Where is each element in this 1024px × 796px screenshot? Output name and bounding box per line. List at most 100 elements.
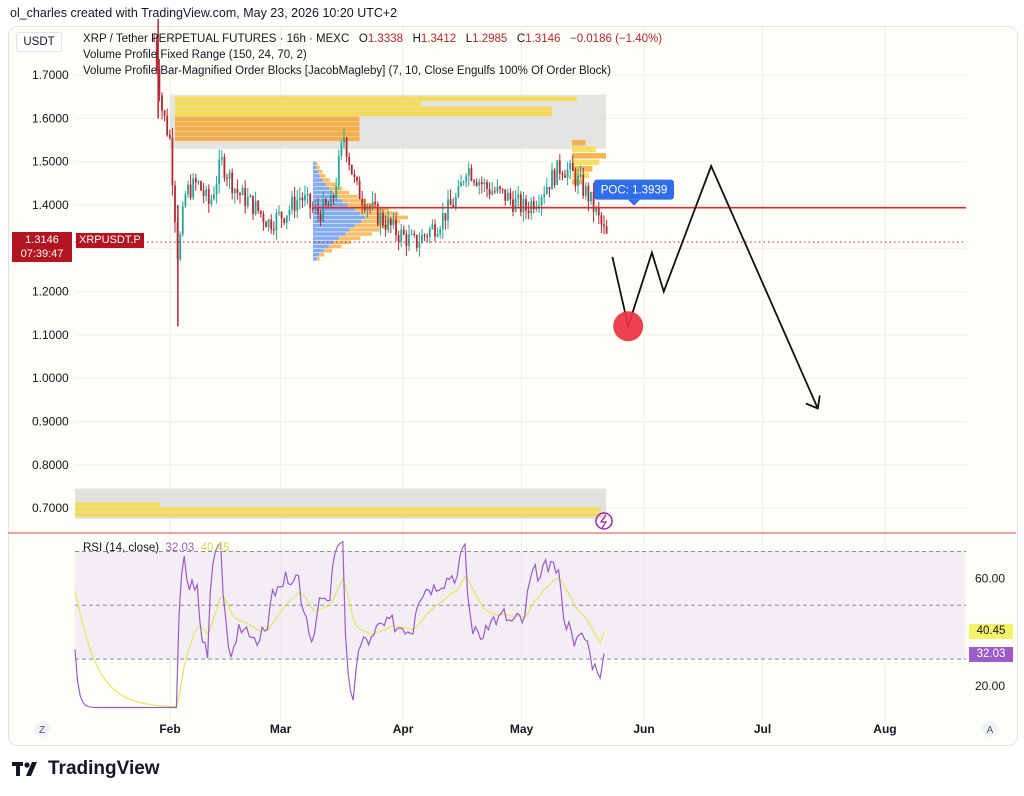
candle-body: [181, 206, 184, 235]
candle-body: [376, 203, 379, 225]
volume-profile-up-bar: [313, 178, 323, 182]
candle-body: [192, 178, 195, 198]
candle-body: [259, 210, 262, 214]
tradingview-brand[interactable]: TradingView: [12, 758, 160, 780]
volume-profile-up-bar: [313, 252, 320, 257]
timezone-badge-bg: [34, 721, 50, 737]
poc-label: POC: 1.3939: [601, 185, 667, 197]
volume-profile-up-bar: [313, 244, 329, 249]
rsi-line: [74, 540, 605, 709]
candle-body: [452, 205, 455, 208]
candle-body: [210, 199, 213, 204]
volume-profile-up-bar: [313, 186, 330, 191]
volume-profile-down-bar: [345, 232, 372, 236]
candle-body: [265, 222, 267, 228]
candle-body: [574, 171, 577, 187]
volume-profile-down-bar: [323, 248, 332, 253]
candle-body: [525, 199, 527, 211]
candle-body: [252, 195, 254, 215]
candle-body: [241, 187, 244, 196]
secondary-profile-bar: [572, 146, 596, 153]
poc-line-group: POC: 1.3939: [75, 179, 966, 243]
candle-body: [405, 234, 408, 247]
candle-body: [361, 198, 364, 205]
order-block-volume-bar: [75, 512, 601, 517]
order-block-volume-bar: [75, 502, 160, 507]
auto-scale-badge-bg: [982, 721, 998, 737]
candle-body: [413, 233, 416, 236]
candle-body: [267, 219, 270, 228]
rsi-legend-value: 32.03: [165, 542, 195, 554]
candle-body: [519, 194, 522, 213]
candle-body: [402, 229, 405, 235]
candle-body: [166, 115, 169, 136]
volume-profile-up-bar: [313, 207, 355, 211]
candle-body: [335, 185, 338, 198]
candle-body: [512, 199, 514, 212]
candle-body: [423, 235, 426, 237]
time-tick-label: Aug: [873, 722, 896, 736]
candle-body: [473, 180, 475, 183]
candle-body: [514, 198, 517, 212]
secondary-profile-bar: [572, 140, 586, 146]
alert-bolt-icon: [599, 514, 608, 529]
currency-unit-label[interactable]: USDT: [16, 32, 62, 52]
candle-body: [449, 199, 452, 206]
volume-profile-down-bar: [316, 165, 320, 170]
candle-body: [194, 178, 197, 183]
order-block-volume-bar: [175, 121, 360, 127]
candle-body: [358, 180, 361, 199]
candle-body: [478, 182, 481, 186]
candle-body: [527, 210, 530, 214]
candle-body: [571, 162, 574, 172]
volume-profile-down-bar: [365, 215, 408, 220]
indicator-legend-order-blocks[interactable]: Volume Profile Bar-Magnified Order Block…: [83, 65, 611, 77]
order-block-zones: [75, 94, 606, 519]
volume-profile-bars: [313, 140, 606, 261]
candle-body: [161, 95, 163, 111]
volume-profile-up-bar: [313, 223, 355, 228]
candle-body: [454, 196, 457, 208]
candle-body: [291, 196, 293, 210]
symbol-price-label: XRPUSDT.P: [76, 233, 144, 248]
price-tick-label: 1.1000: [32, 328, 69, 342]
ohlc-close-value: 1.3146: [525, 33, 561, 45]
rsi-legend-ma-value: 40.45: [200, 542, 230, 554]
indicator-legend-volume-profile[interactable]: Volume Profile Fixed Range (150, 24, 70,…: [83, 49, 307, 61]
candle-body: [556, 160, 559, 185]
candle-body: [280, 212, 283, 219]
volume-profile-up-bar: [313, 219, 362, 224]
symbol-legend[interactable]: XRP / Tether PERPETUAL FUTURES · 16h · M…: [83, 33, 662, 45]
candle-body: [200, 181, 202, 191]
candle-body: [584, 185, 587, 196]
candle-body: [431, 224, 434, 229]
candle-body: [220, 157, 223, 160]
candle-body: [548, 187, 551, 190]
rsi-value-tag: 32.03: [969, 647, 1013, 662]
bar-countdown: 07:39:47: [20, 248, 64, 260]
candle-body: [397, 235, 400, 242]
candle-body: [223, 157, 226, 178]
candle-body: [475, 182, 478, 186]
candle-body: [540, 197, 543, 206]
candle-body: [356, 176, 358, 181]
candle-body: [538, 205, 540, 207]
candle-body: [228, 172, 231, 179]
candle-body: [254, 200, 257, 215]
candle-body: [509, 192, 512, 200]
candle-body: [304, 195, 306, 201]
candle-body: [605, 226, 608, 234]
candle-body: [330, 195, 332, 207]
candle-body: [163, 110, 166, 116]
secondary-profile-bar: [572, 159, 600, 166]
candle-body: [395, 219, 397, 236]
time-tick-label: Mar: [270, 722, 292, 736]
candle-body: [168, 135, 171, 138]
volume-profile-up-bar: [313, 194, 338, 199]
candle-body: [486, 182, 488, 189]
rsi-legend[interactable]: RSI (14, close) 32.03 40.45: [83, 542, 229, 554]
auto-scale-badge: A: [987, 725, 994, 736]
volume-profile-up-bar: [313, 232, 346, 236]
